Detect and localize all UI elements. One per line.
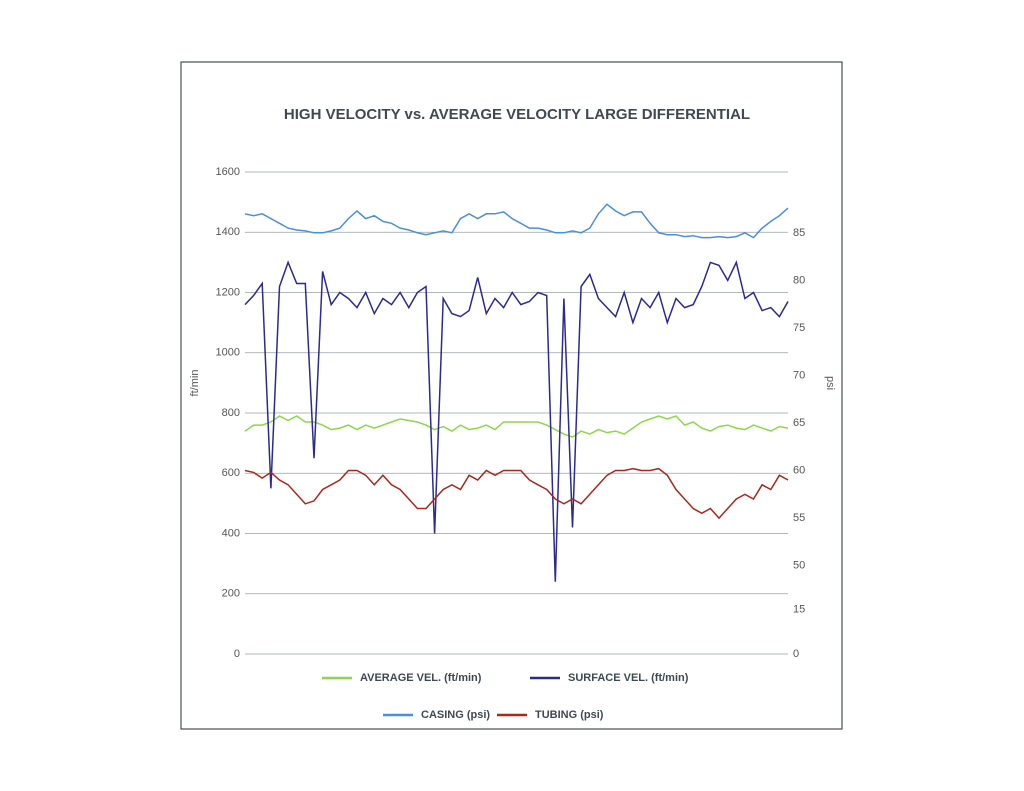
- y2-tick-label: 55: [793, 512, 805, 524]
- legend-label: CASING (psi): [421, 709, 490, 721]
- y2-tick-label: 60: [793, 464, 805, 476]
- y-tick-label: 0: [234, 648, 240, 660]
- series-line: [244, 203, 789, 239]
- y-tick-label: 1600: [216, 166, 240, 178]
- series-line: [244, 260, 789, 582]
- y2-tick-label: 75: [793, 322, 805, 334]
- series-line: [244, 415, 789, 438]
- y2-tick-label: 70: [793, 369, 805, 381]
- y2-tick-label: 15: [793, 604, 805, 616]
- y2-tick-label: 80: [793, 274, 805, 286]
- y2-tick-label: 65: [793, 417, 805, 429]
- series-line: [244, 467, 789, 520]
- y-tick-label: 600: [222, 467, 240, 479]
- y-tick-label: 1400: [216, 226, 240, 238]
- y-tick-label: 200: [222, 588, 240, 600]
- legend-label: AVERAGE VEL. (ft/min): [360, 672, 482, 684]
- frame: [180, 61, 843, 730]
- y-tick-label: 800: [222, 407, 240, 419]
- y2-tick-label: 0: [793, 648, 799, 660]
- y-tick-label: 400: [222, 527, 240, 539]
- y2-tick-label: 50: [793, 559, 805, 571]
- chart-title: HIGH VELOCITY vs. AVERAGE VELOCITY LARGE…: [284, 106, 750, 123]
- y-tick-label: 1200: [216, 286, 240, 298]
- y-tick-label: 1000: [216, 347, 240, 359]
- y2-axis-label: psi: [824, 376, 836, 390]
- y-axis-label: ft/min: [189, 370, 201, 397]
- legend-label: TUBING (psi): [535, 709, 604, 721]
- legend-label: SURFACE VEL. (ft/min): [568, 672, 689, 684]
- y2-tick-label: 85: [793, 227, 805, 239]
